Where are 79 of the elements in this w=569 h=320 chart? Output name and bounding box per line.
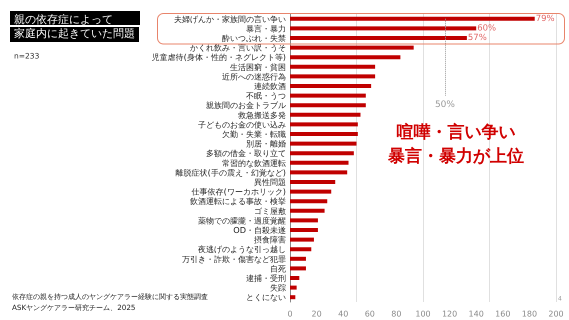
text: 親の依存症によって — [14, 13, 113, 26]
y-tick-label: 近所への迷惑行為 — [222, 71, 286, 82]
bar — [290, 103, 366, 108]
bar — [290, 160, 349, 165]
bar — [290, 26, 476, 30]
bar — [290, 64, 376, 69]
annotation: 喧嘩・言い争い — [396, 122, 516, 142]
annotation: 暴言・暴力が上位 — [387, 146, 524, 166]
x-tick-label: 20 — [312, 310, 322, 318]
bar — [290, 74, 376, 78]
bar — [290, 36, 467, 40]
y-tick-label: 摂食障害 — [254, 234, 286, 245]
y-tick-label: 異性問題 — [254, 177, 286, 187]
bar — [290, 151, 354, 156]
y-tick-label: 夫婦げんか・家族間の言い争い — [174, 14, 286, 24]
x-tick-label: 180 — [522, 310, 538, 318]
y-tick-label: 生活困窮・貧困 — [230, 62, 286, 72]
bar — [290, 16, 535, 21]
y-tick-label: 自死 — [270, 263, 286, 274]
x-tick-label: 160 — [495, 310, 510, 318]
x-tick-label: 140 — [468, 310, 484, 318]
bar — [290, 142, 356, 146]
y-tick-label: 児童虐待(身体・性的・ネグレクト等) — [152, 52, 286, 62]
y-tick-label: 逮捕・受刑 — [246, 273, 286, 283]
bar — [290, 295, 296, 300]
y-tick-label: 子どものお金の使い込み — [198, 119, 286, 130]
bar — [290, 122, 358, 126]
y-tick-label: 夜逃げのような引っ越し — [198, 244, 286, 254]
x-tick-label: 100 — [415, 310, 431, 318]
y-tick-label: 離脱症状(手の震え・幻覚など) — [176, 167, 286, 178]
y-tick-label: ゴミ屋敷 — [254, 206, 286, 216]
y-tick-label: 多額の借金・取り立て — [206, 148, 286, 158]
bar — [290, 84, 372, 88]
x-tick-label: 80 — [391, 310, 402, 318]
annotation: 79% — [536, 14, 555, 24]
bar — [290, 199, 328, 204]
bar — [290, 208, 325, 213]
bar — [290, 228, 318, 232]
bar — [290, 276, 300, 280]
annotation: 50% — [434, 100, 456, 110]
text: 家庭内に起きていた問題 — [14, 27, 135, 40]
bar — [290, 256, 306, 261]
bar — [290, 247, 312, 252]
y-tick-label: 常習的な飲酒運転 — [222, 158, 286, 168]
bar — [290, 190, 332, 194]
annotation: 57% — [468, 33, 487, 43]
bar — [290, 286, 297, 290]
bar — [290, 170, 348, 174]
bar — [290, 180, 336, 184]
x-tick-label: 0 — [287, 310, 293, 318]
x-tick-label: 120 — [442, 310, 458, 318]
y-tick-label: とくにない — [246, 292, 286, 302]
bar — [290, 218, 318, 222]
bar — [290, 46, 414, 50]
y-tick-label: 欠勤・失業・転職 — [222, 129, 286, 139]
y-tick-label: 連続飲酒 — [254, 81, 286, 91]
bar — [290, 266, 306, 270]
annotation: 60% — [477, 23, 496, 34]
y-tick-label: 救急搬送多発 — [237, 110, 286, 120]
y-tick-label: OD・自殺未遂 — [233, 225, 286, 235]
bar — [290, 238, 314, 242]
y-tick-label: 仕事依存(ワーカホリック) — [192, 186, 286, 197]
y-tick-label: 飲酒運転による事故・検挙 — [190, 196, 286, 206]
bar — [290, 55, 400, 60]
y-tick-label: 万引き・詐欺・傷害など犯罪 — [182, 254, 286, 264]
y-tick-label: 別居・離婚 — [246, 138, 286, 149]
bar — [290, 94, 366, 98]
y-tick-label: 失踪 — [270, 282, 286, 293]
y-tick-label: 暴言・暴力 — [246, 23, 286, 34]
x-tick-label: 60 — [364, 310, 375, 318]
y-tick-label: かくれ飲み・言い訳・うそ — [190, 42, 286, 53]
y-tick-label: 不眠・うつ — [246, 90, 286, 101]
x-tick-label: 40 — [338, 310, 348, 318]
y-tick-label: 親族間のお金トラブル — [206, 100, 286, 110]
bar — [290, 132, 358, 136]
x-tick-label: 200 — [548, 310, 564, 318]
y-tick-label: 薬物での朦朧・過度覚醒 — [198, 215, 286, 226]
bar — [290, 112, 360, 117]
y-tick-label: 酔いつぶれ・失禁 — [222, 33, 286, 43]
